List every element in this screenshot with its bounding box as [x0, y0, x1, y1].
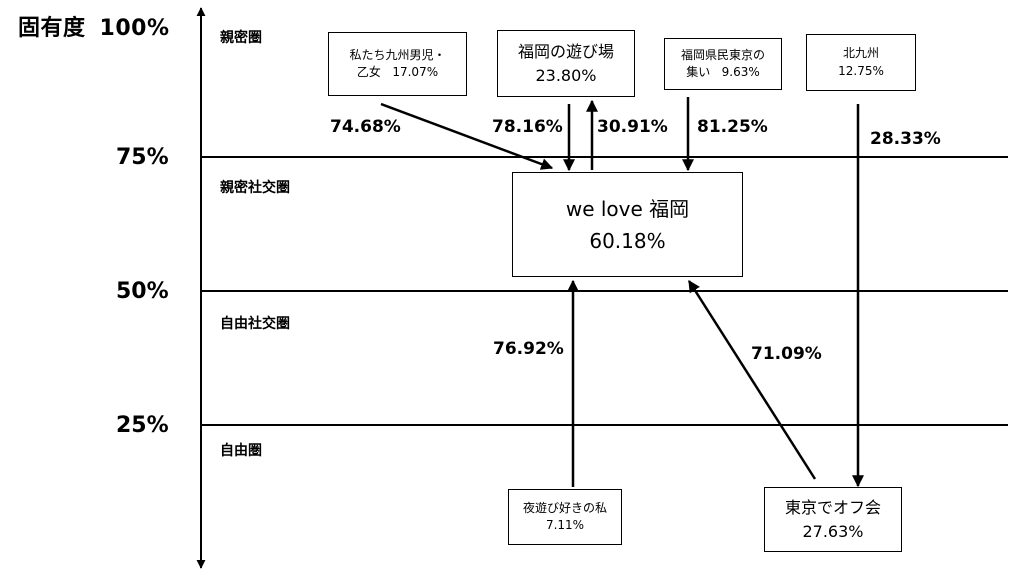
node-kitakyushu-name: 北九州 — [842, 46, 879, 61]
edge-label-kyushu-to-center: 74.68% — [330, 117, 401, 137]
edge-label-center-to-play: 30.91% — [597, 117, 668, 137]
node-fukuoka-play: 福岡の遊び場 23.80% — [497, 30, 635, 97]
axis-title: 固有度 100% — [18, 10, 169, 42]
node-kyushu-men-name2: 乙女 17.07% — [356, 65, 439, 79]
zone-label-free-social: 自由社交圏 — [220, 316, 290, 332]
node-kitakyushu: 北九州 12.75% — [806, 34, 916, 91]
node-center-name: we love 福岡 — [565, 196, 690, 221]
edge-label-night-to-center: 76.92% — [493, 339, 564, 359]
edge-label-kitakyushu-to-tokyo: 28.33% — [870, 129, 941, 149]
node-fukuoka-play-name: 福岡の遊び場 — [517, 42, 614, 62]
tick-25: 25% — [116, 413, 169, 438]
node-center: we love 福岡 60.18% — [512, 172, 743, 277]
node-night-play-value: 7.11% — [545, 518, 585, 532]
node-tokyo-off-value: 27.63% — [802, 521, 864, 541]
node-night-play: 夜遊び好きの私 7.11% — [508, 489, 622, 545]
node-kyushu-men: 私たち九州男児・ 乙女 17.07% — [328, 32, 467, 96]
arrow-tokyo-to-center — [687, 279, 817, 480]
zone-label-free: 自由圏 — [220, 443, 262, 459]
edge-label-tokyo-to-center: 71.09% — [751, 344, 822, 364]
node-kyushu-men-name1: 私たち九州男児・ — [349, 47, 446, 62]
tick-100: 100% — [99, 16, 170, 41]
edge-label-kenmin-to-center: 81.25% — [697, 117, 768, 137]
node-kenmin-name1: 福岡県民東京の — [680, 47, 765, 62]
tick-50: 50% — [116, 279, 169, 304]
node-kenmin: 福岡県民東京の 集い 9.63% — [664, 38, 782, 90]
node-kenmin-name2: 集い 9.63% — [686, 65, 760, 79]
node-night-play-name: 夜遊び好きの私 — [522, 500, 607, 515]
edge-label-play-to-center: 78.16% — [492, 117, 563, 137]
axis-title-text: 固有度 — [18, 16, 86, 41]
zone-label-intimate-social: 親密社交圏 — [220, 180, 290, 196]
node-fukuoka-play-value: 23.80% — [535, 65, 597, 85]
node-center-value: 60.18% — [589, 228, 666, 253]
node-tokyo-off-name: 東京でオフ会 — [784, 498, 881, 518]
zone-label-intimate: 親密圏 — [220, 30, 262, 46]
node-tokyo-off: 東京でオフ会 27.63% — [764, 487, 902, 552]
tick-75: 75% — [116, 145, 169, 170]
node-kitakyushu-value: 12.75% — [838, 63, 884, 78]
arrow-kyushu-to-center — [380, 102, 554, 170]
